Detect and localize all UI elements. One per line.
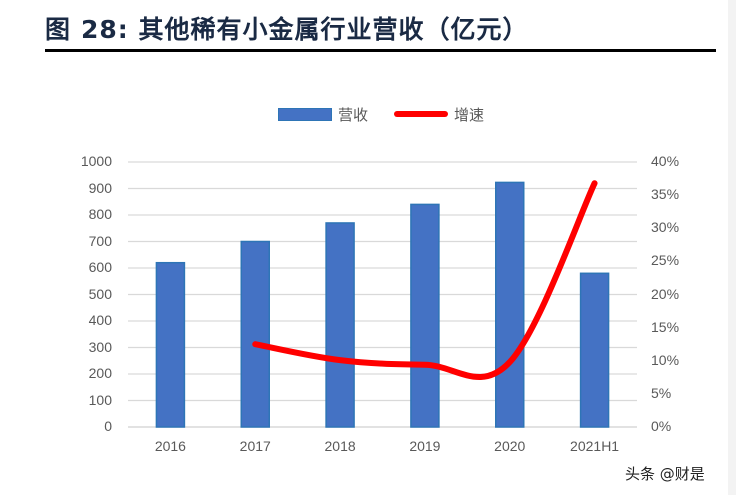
figure-prefix: 图 [45,15,72,44]
right-axis-tick: 15% [651,318,680,335]
left-axis-tick: 800 [88,206,112,222]
right-axis-tick: 30% [651,219,680,236]
revenue-bar [325,222,355,428]
x-axis-tick: 2021H1 [570,438,620,454]
title-rule [45,49,716,52]
right-axis-tick: 10% [651,351,680,368]
right-axis-tick: 25% [651,252,680,269]
legend-revenue-label: 营收 [338,105,369,124]
figure-title-text: 其他稀有小金属行业营收（亿元） [138,15,529,44]
left-axis-tick: 100 [88,391,112,408]
figure-number: 28: [81,15,129,44]
revenue-bar [495,181,525,428]
right-axis-tick: 0% [651,418,672,434]
left-axis-tick: 0 [104,418,112,434]
revenue-bar [410,203,440,428]
left-axis-tick: 300 [88,338,112,355]
left-axis-tick: 200 [88,365,112,381]
x-axis-tick: 2018 [324,438,356,454]
figure-title: 图 28: 其他稀有小金属行业营收（亿元） [45,10,529,46]
chart-legend: 营收 增速 [278,104,484,124]
growth-line [252,180,598,380]
left-axis-tick: 700 [88,232,112,249]
revenue-bar [579,272,610,428]
right-axis-tick: 40% [651,153,680,169]
x-axis-tick: 2019 [409,438,441,454]
legend-bar-swatch-icon [278,107,332,121]
legend-growth-label: 增速 [454,105,485,124]
x-axis-tick: 2016 [154,438,186,454]
left-axis-tick: 900 [88,179,112,196]
gridlines [128,161,637,428]
right-axis-tick: 5% [651,384,672,401]
x-axis-tick: 2020 [494,438,526,454]
right-axis-tick: 20% [651,285,680,302]
revenue-bar [155,261,186,428]
left-axis-tick: 400 [88,312,112,328]
revenue-bars [155,181,610,428]
x-axis-tick: 2017 [239,438,271,454]
watermark: 头条 @财是 [625,465,705,483]
revenue-bar [240,240,270,428]
left-axis-tick: 1000 [80,153,112,169]
left-axis-tick: 500 [88,285,112,302]
right-axis-tick: 35% [651,186,680,203]
left-axis-tick: 600 [88,259,112,275]
legend-line-swatch-icon [394,111,449,117]
page-edge [728,0,736,495]
